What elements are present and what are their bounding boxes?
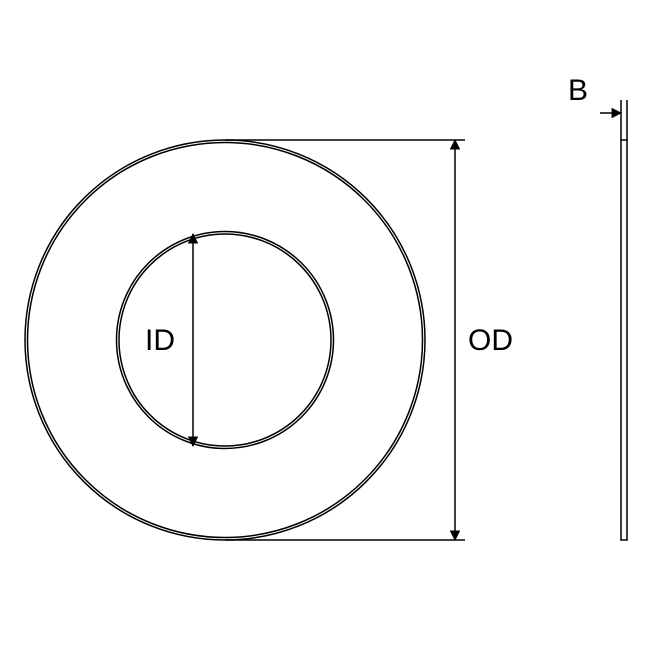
id-label: ID (145, 324, 175, 357)
id-dimension: ID (145, 234, 193, 446)
outer-diameter-circle-inner-edge (28, 143, 423, 538)
washer-front-view (25, 140, 425, 540)
thickness-dimension: B (568, 74, 627, 140)
od-label: OD (468, 324, 513, 357)
b-label: B (568, 74, 588, 107)
od-dimension: OD (225, 140, 513, 540)
washer-diagram: ID OD B (0, 0, 670, 670)
washer-thickness-rect (621, 140, 627, 540)
washer-side-view (621, 140, 627, 540)
